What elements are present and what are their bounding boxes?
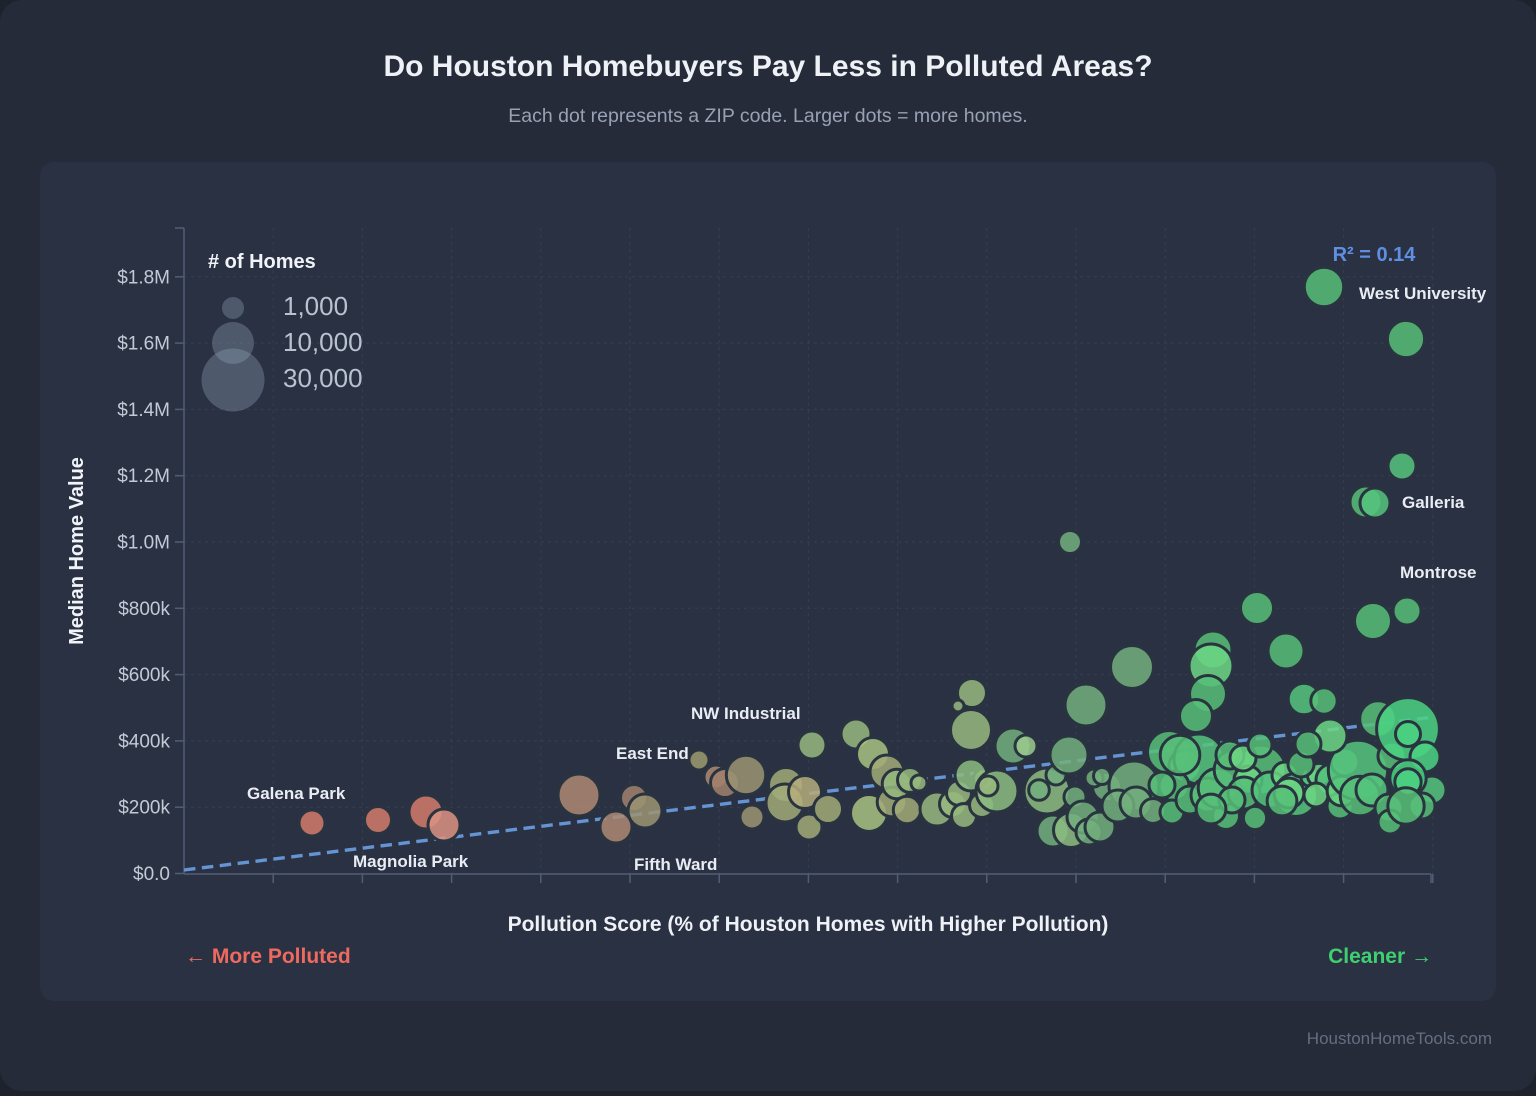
svg-text:$1.8M: $1.8M [117,267,170,288]
svg-text:$1.6M: $1.6M [117,334,170,355]
svg-text:Montrose: Montrose [1400,563,1477,582]
svg-text:$400k: $400k [118,731,170,752]
svg-text:$600k: $600k [118,665,170,686]
svg-text:10,000: 10,000 [283,327,363,357]
svg-text:Magnolia Park: Magnolia Park [353,852,469,871]
svg-text:1,000: 1,000 [283,291,348,321]
svg-text:$1.2M: $1.2M [117,466,170,487]
svg-text:HoustonHomeTools.com: HoustonHomeTools.com [1307,1029,1492,1048]
svg-text:30,000: 30,000 [283,363,363,393]
svg-text:Do Houston Homebuyers Pay Less: Do Houston Homebuyers Pay Less in Pollut… [383,50,1152,83]
svg-text:Pollution Score (% of Houston: Pollution Score (% of Houston Homes with… [508,913,1109,936]
svg-text:Cleaner →: Cleaner → [1328,945,1432,968]
svg-text:$0.0: $0.0 [133,864,170,885]
svg-text:Galena Park: Galena Park [247,784,346,803]
svg-text:West University: West University [1359,284,1487,303]
svg-text:Each dot represents a ZIP code: Each dot represents a ZIP code. Larger d… [508,105,1027,127]
svg-text:$200k: $200k [118,798,170,819]
svg-text:$800k: $800k [118,599,170,620]
svg-text:$1.4M: $1.4M [117,400,170,421]
svg-text:$1.0M: $1.0M [117,533,170,554]
svg-text:← More Polluted: ← More Polluted [185,945,351,968]
svg-text:Median Home Value: Median Home Value [66,457,88,645]
svg-text:NW Industrial: NW Industrial [691,704,801,723]
svg-text:Galleria: Galleria [1402,493,1465,512]
svg-text:Fifth Ward: Fifth Ward [634,855,717,874]
svg-text:R² = 0.14: R² = 0.14 [1333,244,1417,266]
svg-text:# of Homes: # of Homes [208,251,316,273]
svg-text:East End: East End [616,744,689,763]
